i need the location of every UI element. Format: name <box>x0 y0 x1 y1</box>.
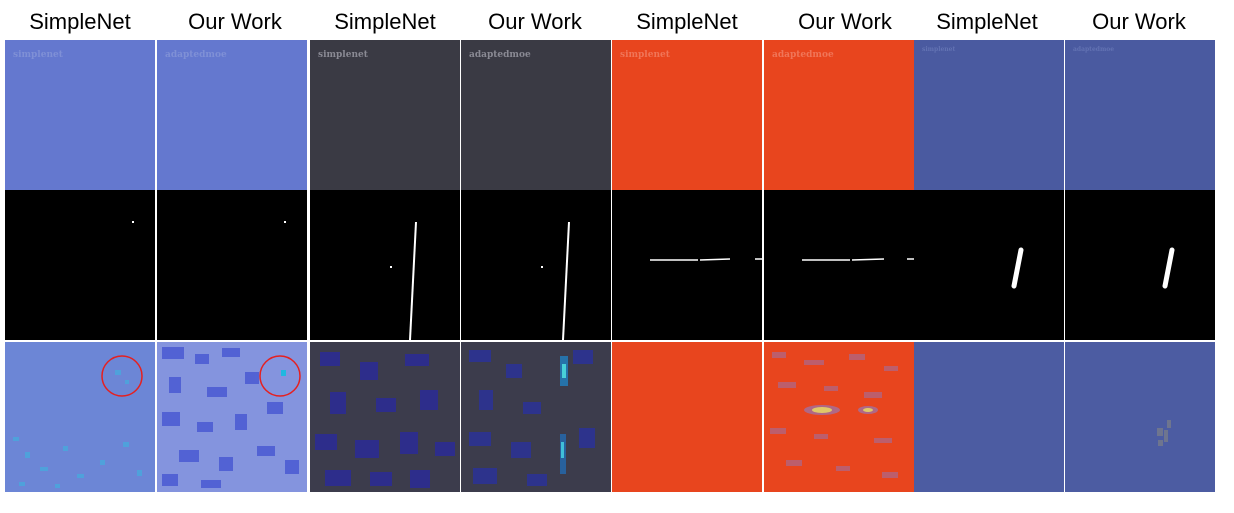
mask-blue-simplenet <box>5 190 155 340</box>
mask-shape <box>541 221 570 340</box>
mask-orange-simplenet <box>612 190 762 340</box>
column-header-our-work-1: Our Work <box>188 9 282 34</box>
input-image-navy-ourwork: adaptedmoe <box>1065 40 1215 190</box>
column-header-simplenet-4: SimpleNet <box>936 9 1038 34</box>
heatmap-overlay <box>13 355 143 488</box>
watermark: adaptedmoe <box>165 50 227 60</box>
heatmap-overlay <box>1157 420 1171 446</box>
heatmap-overlay <box>770 352 898 478</box>
mask-blue-ourwork <box>157 190 307 340</box>
column-header-simplenet-3: SimpleNet <box>636 9 738 34</box>
mask-shape <box>390 221 417 340</box>
column-header-our-work-2: Our Work <box>488 9 582 34</box>
heatmap-overlay <box>162 347 301 488</box>
mask-orange-ourwork <box>764 190 914 340</box>
mask-shape <box>802 258 914 261</box>
input-image-orange-ourwork: adaptedmoe <box>764 40 914 190</box>
mask-shape <box>1011 247 1024 289</box>
input-image-dark-ourwork: adaptedmoe <box>461 40 611 190</box>
input-image-blue-simplenet: simplenet <box>5 40 155 190</box>
heatmap-dark-simplenet <box>310 342 460 492</box>
column-header-simplenet-1: SimpleNet <box>29 9 131 34</box>
mask-shape <box>650 258 762 261</box>
watermark: simplenet <box>620 50 670 60</box>
input-image-navy-simplenet: simplenet <box>914 40 1064 190</box>
heatmap-dark-ourwork <box>461 342 611 492</box>
watermark: adaptedmoe <box>772 50 834 60</box>
input-image-blue-ourwork: adaptedmoe <box>157 40 307 190</box>
mask-dark-simplenet <box>310 190 460 340</box>
heatmap-orange-simplenet <box>612 342 762 492</box>
heatmap-orange-ourwork <box>764 342 914 492</box>
heatmap-overlay <box>469 350 595 486</box>
watermark: simplenet <box>318 50 368 60</box>
input-image-dark-simplenet: simplenet <box>310 40 460 190</box>
heatmap-blue-ourwork <box>157 342 307 492</box>
heatmap-blue-simplenet <box>5 342 155 492</box>
column-header-our-work-4: Our Work <box>1092 9 1186 34</box>
heatmap-overlay <box>315 352 455 488</box>
watermark: adaptedmoe <box>1073 46 1115 53</box>
column-header-our-work-3: Our Work <box>798 9 892 34</box>
mask-shape <box>132 221 134 223</box>
heatmap-navy-ourwork <box>1065 342 1215 492</box>
mask-dark-ourwork <box>461 190 611 340</box>
mask-shape <box>1162 247 1175 289</box>
mask-shape <box>284 221 286 223</box>
watermark: simplenet <box>922 46 956 53</box>
mask-navy-ourwork <box>1065 190 1215 340</box>
mask-navy-simplenet <box>914 190 1064 340</box>
column-header-simplenet-2: SimpleNet <box>334 9 436 34</box>
input-image-orange-simplenet: simplenet <box>612 40 762 190</box>
watermark: simplenet <box>13 50 63 60</box>
heatmap-navy-simplenet <box>914 342 1064 492</box>
watermark: adaptedmoe <box>469 50 531 60</box>
